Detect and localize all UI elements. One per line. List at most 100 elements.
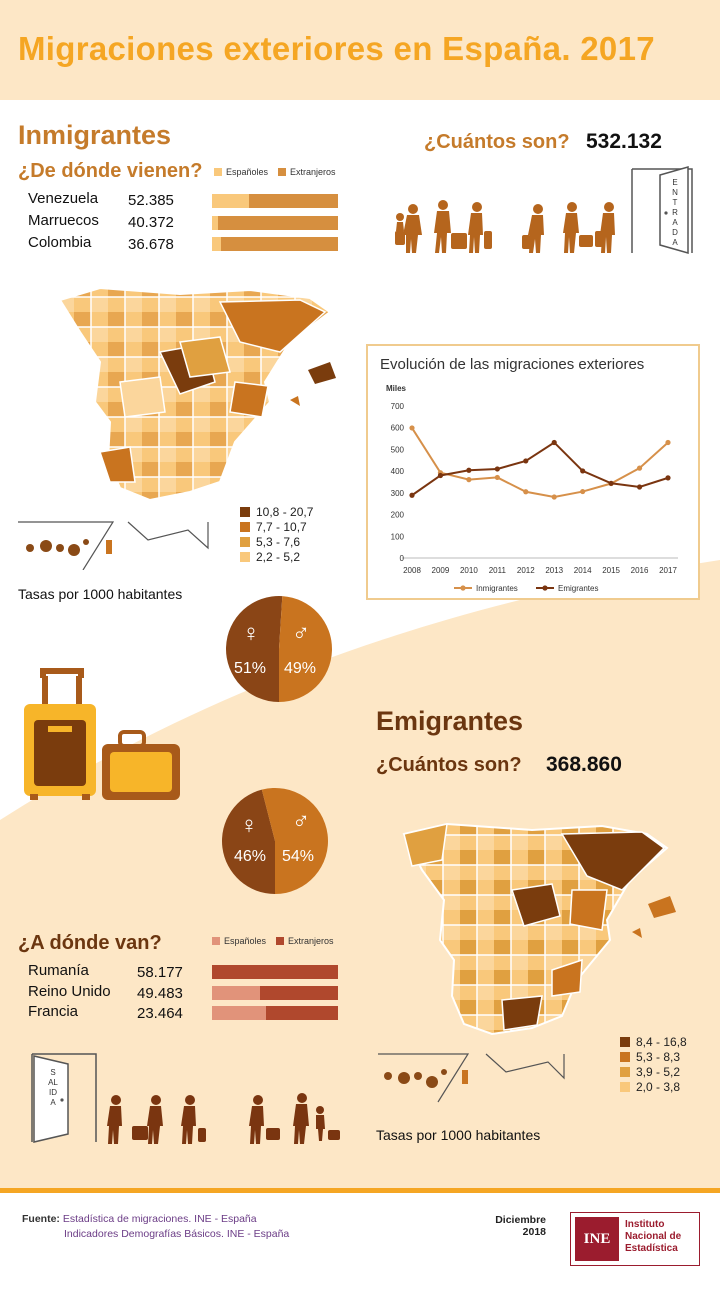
emigrants-bar-legend: Españoles Extranjeros: [212, 936, 334, 946]
pie-slice-female: [226, 596, 283, 702]
bar-segment-foreign: [259, 986, 338, 1000]
y-tick-label: 500: [391, 445, 405, 454]
x-tick-label: 2015: [602, 566, 620, 575]
immigrants-count-question: ¿Cuántos son?: [424, 131, 570, 153]
destination-bar-1: [212, 965, 338, 979]
legend-swatch-foreign: [276, 937, 285, 945]
origin-country-1: Venezuela: [28, 190, 99, 207]
legend-label-foreign: Extranjeros: [290, 167, 336, 177]
bar-segment-spanish: [212, 986, 260, 1000]
data-point-inmigrantes: [409, 425, 415, 431]
legend-label-inmigrantes: Inmigrantes: [476, 584, 518, 593]
bar-segment-foreign: [220, 237, 338, 251]
origin-value-3: 36.678: [128, 236, 174, 253]
destination-value-3: 23.464: [137, 1005, 183, 1022]
data-point-emigrantes: [608, 480, 614, 486]
destination-bar-2: [212, 986, 338, 1000]
line-chart-plot: 0 100 200 300 400 500 600 700 2008 2009 2010 2011 20…: [391, 402, 678, 593]
legend-swatch-spanish: [212, 937, 220, 945]
x-tick-label: 2016: [631, 566, 649, 575]
migration-line-chart: Evolución de las migraciones exteriores …: [366, 344, 700, 600]
bar-segment-foreign: [212, 965, 338, 979]
male-icon: ♂: [292, 808, 310, 835]
origin-value-2: 40.372: [128, 214, 174, 231]
emigrants-inset-islands: [378, 1053, 565, 1103]
suitcases-icon: [24, 668, 180, 800]
immigrants-map-legend: 10,8 - 20,7 7,7 - 10,7 5,3 - 7,6 2,2 - 5…: [240, 504, 313, 564]
entrance-door-label: ENTRADA: [672, 178, 678, 247]
legend-swatch-foreign: [278, 168, 287, 176]
x-tick-label: 2010: [460, 566, 478, 575]
female-icon: ♀: [242, 620, 260, 647]
bar-segment-foreign: [248, 194, 338, 208]
emigrants-rate-map: [402, 822, 676, 1036]
emigrants-count: 368.860: [546, 753, 622, 776]
immigrants-count: 532.132: [586, 130, 662, 153]
entrance-door-icon: [631, 166, 693, 254]
bar-segment-foreign: [266, 1006, 338, 1020]
data-point-inmigrantes: [580, 488, 586, 495]
bar-segment-spanish: [212, 194, 249, 208]
x-tick-label: 2017: [659, 566, 677, 575]
destination-country-1: Rumanía: [28, 962, 89, 979]
emigrants-title: Emigrantes: [376, 706, 524, 736]
immigrants-male-pct: 49%: [284, 660, 317, 677]
data-point-emigrantes: [523, 458, 529, 464]
x-tick-label: 2008: [403, 566, 421, 575]
immigrants-rates-caption: Tasas por 1000 habitantes: [18, 586, 183, 602]
emigrants-map-legend: 8,4 - 16,8 5,3 - 8,3 3,9 - 5,2 2,0 - 3,8: [620, 1034, 687, 1094]
destination-bar-3: [212, 1006, 338, 1020]
legend-swatch-spanish: [214, 168, 222, 176]
x-tick-label: 2012: [517, 566, 535, 575]
destination-country-3: Francia: [28, 1003, 79, 1020]
footer-date-year: 2018: [522, 1226, 546, 1238]
data-point-emigrantes: [494, 466, 500, 472]
y-tick-label: 600: [391, 424, 405, 433]
origin-country-3: Colombia: [28, 234, 92, 251]
header-band: [0, 0, 720, 100]
data-point-emigrantes: [580, 468, 586, 474]
data-point-emigrantes: [409, 492, 415, 498]
data-point-emigrantes: [437, 472, 444, 479]
series-line-inmigrantes: [411, 427, 669, 499]
footer-date: Diciembre 2018: [488, 1214, 546, 1238]
data-point-inmigrantes: [466, 477, 472, 483]
origin-bar-2: [212, 216, 338, 230]
origin-bar-3: [212, 237, 338, 251]
footer-source: Fuente: Estadística de migraciones. INE …: [22, 1213, 257, 1225]
y-tick-label: 100: [391, 532, 405, 541]
footer-source-1: Estadística de migraciones. INE - España: [62, 1213, 257, 1225]
data-point-emigrantes: [466, 467, 472, 473]
map-legend-item: 2,0 - 3,8: [620, 1079, 687, 1094]
legend-label-spanish: Españoles: [224, 936, 267, 946]
female-icon: ♀: [240, 812, 258, 839]
pie-slice-female: [221, 789, 275, 894]
x-tick-label: 2013: [545, 566, 563, 575]
data-point-inmigrantes: [636, 465, 643, 471]
page-title: Migraciones exteriores en España. 2017: [18, 30, 655, 67]
chart-title: Evolución de las migraciones exteriores: [380, 356, 645, 373]
map-legend-item: 2,2 - 5,2: [240, 549, 313, 564]
ine-logo-mark: INE: [575, 1217, 619, 1261]
footer-source-2: Indicadores Demografías Básicos. INE - E…: [64, 1228, 290, 1240]
x-tick-label: 2014: [574, 566, 592, 575]
emigrants-female-pct: 46%: [234, 848, 267, 865]
destination-country-2: Reino Unido: [28, 983, 111, 1000]
ine-logo-line-3: Estadística: [625, 1243, 678, 1254]
emigrants-sex-pie: [221, 788, 328, 894]
ine-logo: INE Instituto Nacional de Estadística: [570, 1212, 700, 1266]
origin-country-2: Marruecos: [28, 212, 99, 229]
departing-travellers-icon: [107, 1093, 340, 1144]
legend-marker-inmigrantes: [460, 585, 466, 591]
male-icon: ♂: [292, 620, 310, 647]
emigrants-male-pct: 54%: [282, 848, 315, 865]
immigrants-inset-islands: [18, 521, 209, 570]
emigrants-rates-caption: Tasas por 1000 habitantes: [376, 1127, 541, 1143]
x-tick-label: 2011: [489, 566, 507, 575]
bar-segment-spanish: [212, 216, 219, 230]
footer-divider: [0, 1188, 720, 1193]
pie-slice-male: [279, 596, 333, 702]
y-tick-label: 200: [391, 511, 405, 520]
data-point-inmigrantes: [665, 439, 671, 446]
footer-date-month: Diciembre: [495, 1214, 546, 1226]
